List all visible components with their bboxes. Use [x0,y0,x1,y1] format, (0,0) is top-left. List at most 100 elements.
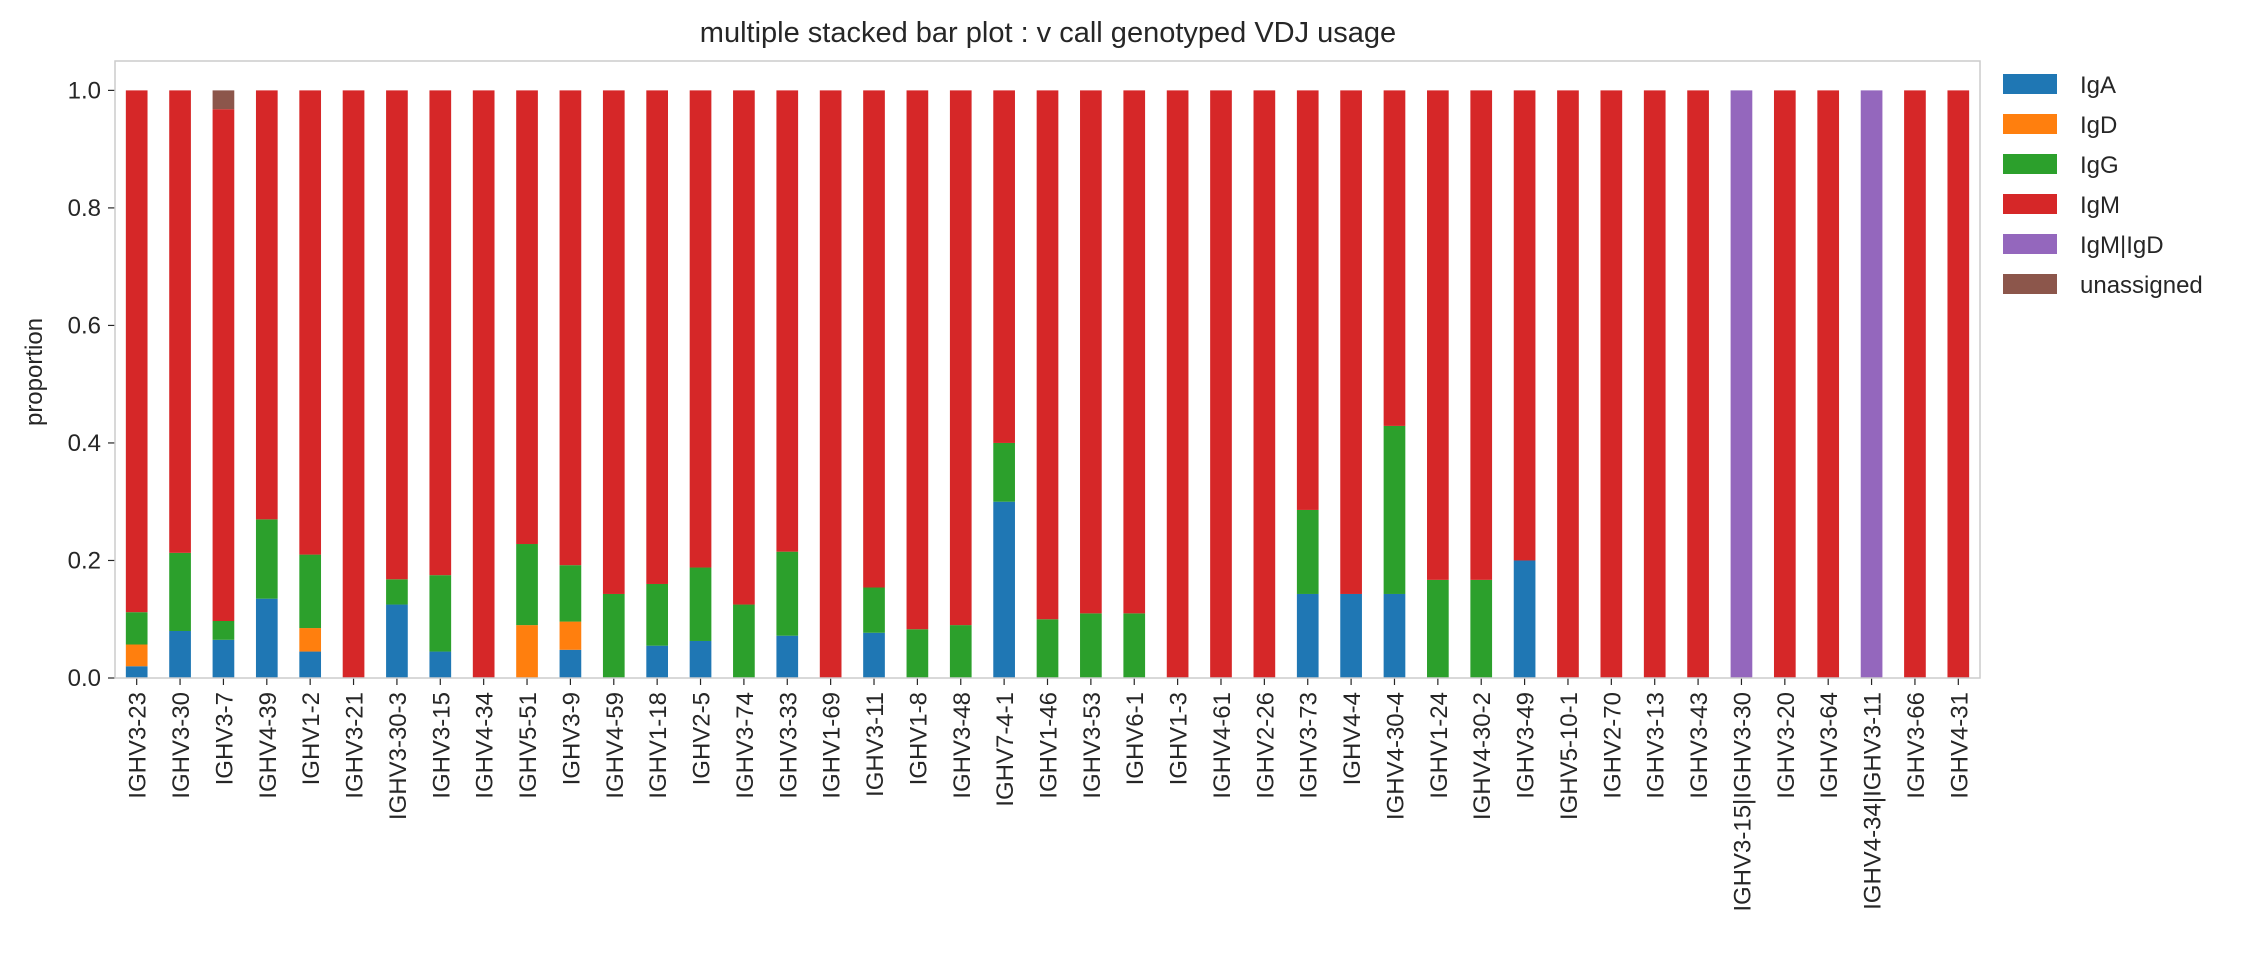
bar-segment-IGHV4-30-2-IgG [1470,579,1493,678]
bar-segment-IGHV1-46-IgG [1036,619,1059,678]
bar-segment-IGHV1-2-IgG [299,554,322,629]
x-tick-label: IGHV4-39 [255,692,282,799]
x-tick-label: IGHV3-33 [775,692,802,799]
x-tick-label: IGHV4-34 [472,692,499,799]
bar-segment-IGHV3-9-IgD [559,621,582,650]
x-tick-label: IGHV4-30-4 [1382,692,1409,820]
bar-segment-IGHV3-33-IgG [776,551,799,636]
x-tick-label: IGHV3-66 [1903,692,1930,799]
bar-segment-IGHV3-23-IgM [125,90,148,613]
x-tick-label: IGHV3-13 [1643,692,1670,799]
bar-segment-IGHV7-4-1-IgA [993,501,1015,678]
y-tick-label: 1.0 [68,77,101,104]
legend-label-IgG: IgG [2080,152,2119,179]
legend-label-IgA: IgA [2080,72,2116,99]
x-tick-label: IGHV3-15|IGHV3-30 [1729,692,1756,912]
x-tick-label: IGHV6-1 [1122,692,1149,785]
legend-swatch-IgG [2003,154,2057,174]
x-tick-label: IGHV3-7 [211,692,238,785]
x-tick-label: IGHV3-9 [558,692,585,785]
bar-segment-IGHV3-33-IgA [776,635,799,678]
legend-label-IgD: IgD [2080,112,2117,139]
x-tick-label: IGHV7-4-1 [992,692,1019,807]
x-tick-label: IGHV4-4 [1339,692,1366,785]
bar-segment-IGHV4-39-IgM [255,90,278,520]
bar-segment-IGHV3-15-IgG [429,575,452,652]
bar-segment-IGHV3-23-IgG [125,612,148,645]
bar-segment-IGHV3-66-IgM [1904,90,1926,678]
bar-segment-IGHV4-30-4-IgM [1383,90,1406,426]
bar-segment-IGHV3-74-IgM [733,90,755,605]
x-tick-label: IGHV3-73 [1296,692,1323,799]
bar-segment-IGHV1-24-IgG [1427,579,1449,678]
bar-segment-IGHV3-73-IgG [1296,509,1319,594]
x-tick-label: IGHV3-43 [1686,692,1713,799]
bar-segment-IGHV1-8-IgG [906,629,929,678]
x-tick-label: IGHV3-53 [1079,692,1106,799]
bar-segment-IGHV5-51-IgG [516,544,538,626]
bar-segment-IGHV2-70-IgM [1600,90,1623,678]
bar-segment-IGHV3-9-IgA [559,649,582,678]
x-ticks-group: IGHV3-23 IGHV3-30 IGHV3-7 IGHV4-39 IGHV1-2 IG… [125,678,1973,912]
bar-segment-IGHV3-11-IgM [863,90,885,588]
bar-segment-IGHV2-26-IgM [1253,90,1276,678]
y-tick-label: 0.0 [68,665,101,692]
bar-segment-IGHV3-11-IgG [863,587,885,633]
bars-group [125,90,1970,678]
bar-segment-IGHV3-30-IgG [169,552,191,631]
bar-segment-IGHV4-34-IgM [472,90,495,678]
y-ticks-group: 0.0 0.2 0.4 0.6 0.8 1.0 [68,77,115,692]
bar-segment-IGHV7-4-1-IgM [993,90,1015,443]
bar-segment-IGHV4-4-IgM [1340,90,1362,594]
bar-segment-IGHV3-49-IgA [1513,560,1536,678]
bar-segment-IGHV3-21-IgM [342,90,365,678]
bar-segment-IGHV1-46-IgM [1036,90,1059,620]
bar-segment-IGHV5-51-IgM [516,90,538,545]
bar-segment-IGHV1-8-IgM [906,90,929,630]
bar-segment-IGHV3-7-unassigned [212,90,235,110]
bar-segment-IGHV1-3-IgM [1166,90,1189,678]
bar-segment-IGHV4-31-IgM [1947,90,1970,678]
x-tick-label: IGHV1-24 [1426,692,1453,799]
bar-segment-IGHV3-15|IGHV3-30-IgM|IgD [1730,90,1753,678]
x-tick-label: IGHV3-64 [1816,692,1843,799]
bar-segment-IGHV3-33-IgM [776,90,799,552]
x-tick-label: IGHV5-51 [515,692,542,799]
x-tick-label: IGHV3-48 [949,692,976,799]
bar-segment-IGHV3-64-IgM [1817,90,1840,678]
x-tick-label: IGHV3-74 [732,692,759,799]
bar-segment-IGHV6-1-IgG [1123,613,1146,678]
bar-segment-IGHV1-2-IgA [299,651,322,678]
bar-segment-IGHV4-39-IgG [255,519,278,599]
plot-frame [114,60,1981,679]
bar-segment-IGHV5-51-IgD [516,625,538,678]
x-tick-label: IGHV3-23 [125,692,152,799]
bar-segment-IGHV3-13-IgM [1643,90,1666,678]
x-tick-label: IGHV4-61 [1209,692,1236,799]
y-tick-label: 0.2 [68,547,101,574]
bar-segment-IGHV3-48-IgG [949,625,972,678]
bar-segment-IGHV2-5-IgG [689,567,712,641]
x-tick-label: IGHV1-69 [819,692,846,799]
x-tick-label: IGHV2-70 [1599,692,1626,799]
bar-segment-IGHV3-53-IgG [1080,613,1102,678]
x-tick-label: IGHV2-5 [689,692,716,785]
bar-segment-IGHV3-9-IgG [559,565,582,622]
bar-segment-IGHV3-30-3-IgM [386,90,408,580]
y-tick-label: 0.6 [68,312,101,339]
legend-swatch-IgM [2003,194,2057,214]
bar-segment-IGHV4-61-IgM [1210,90,1232,678]
x-tick-label: IGHV3-20 [1773,692,1800,799]
bar-segment-IGHV1-18-IgG [646,583,668,646]
bar-segment-IGHV3-48-IgM [949,90,972,626]
legend-label-unassigned: unassigned [2080,272,2203,299]
bar-segment-IGHV1-69-IgM [819,90,842,678]
legend-swatch-IgD [2003,114,2057,134]
bar-segment-IGHV7-4-1-IgG [993,442,1015,502]
x-tick-label: IGHV1-18 [645,692,672,799]
bar-segment-IGHV4-30-4-IgG [1383,425,1406,594]
x-tick-label: IGHV3-11 [862,692,889,797]
bar-segment-IGHV3-43-IgM [1687,90,1709,678]
bar-segment-IGHV4-59-IgG [602,593,625,678]
